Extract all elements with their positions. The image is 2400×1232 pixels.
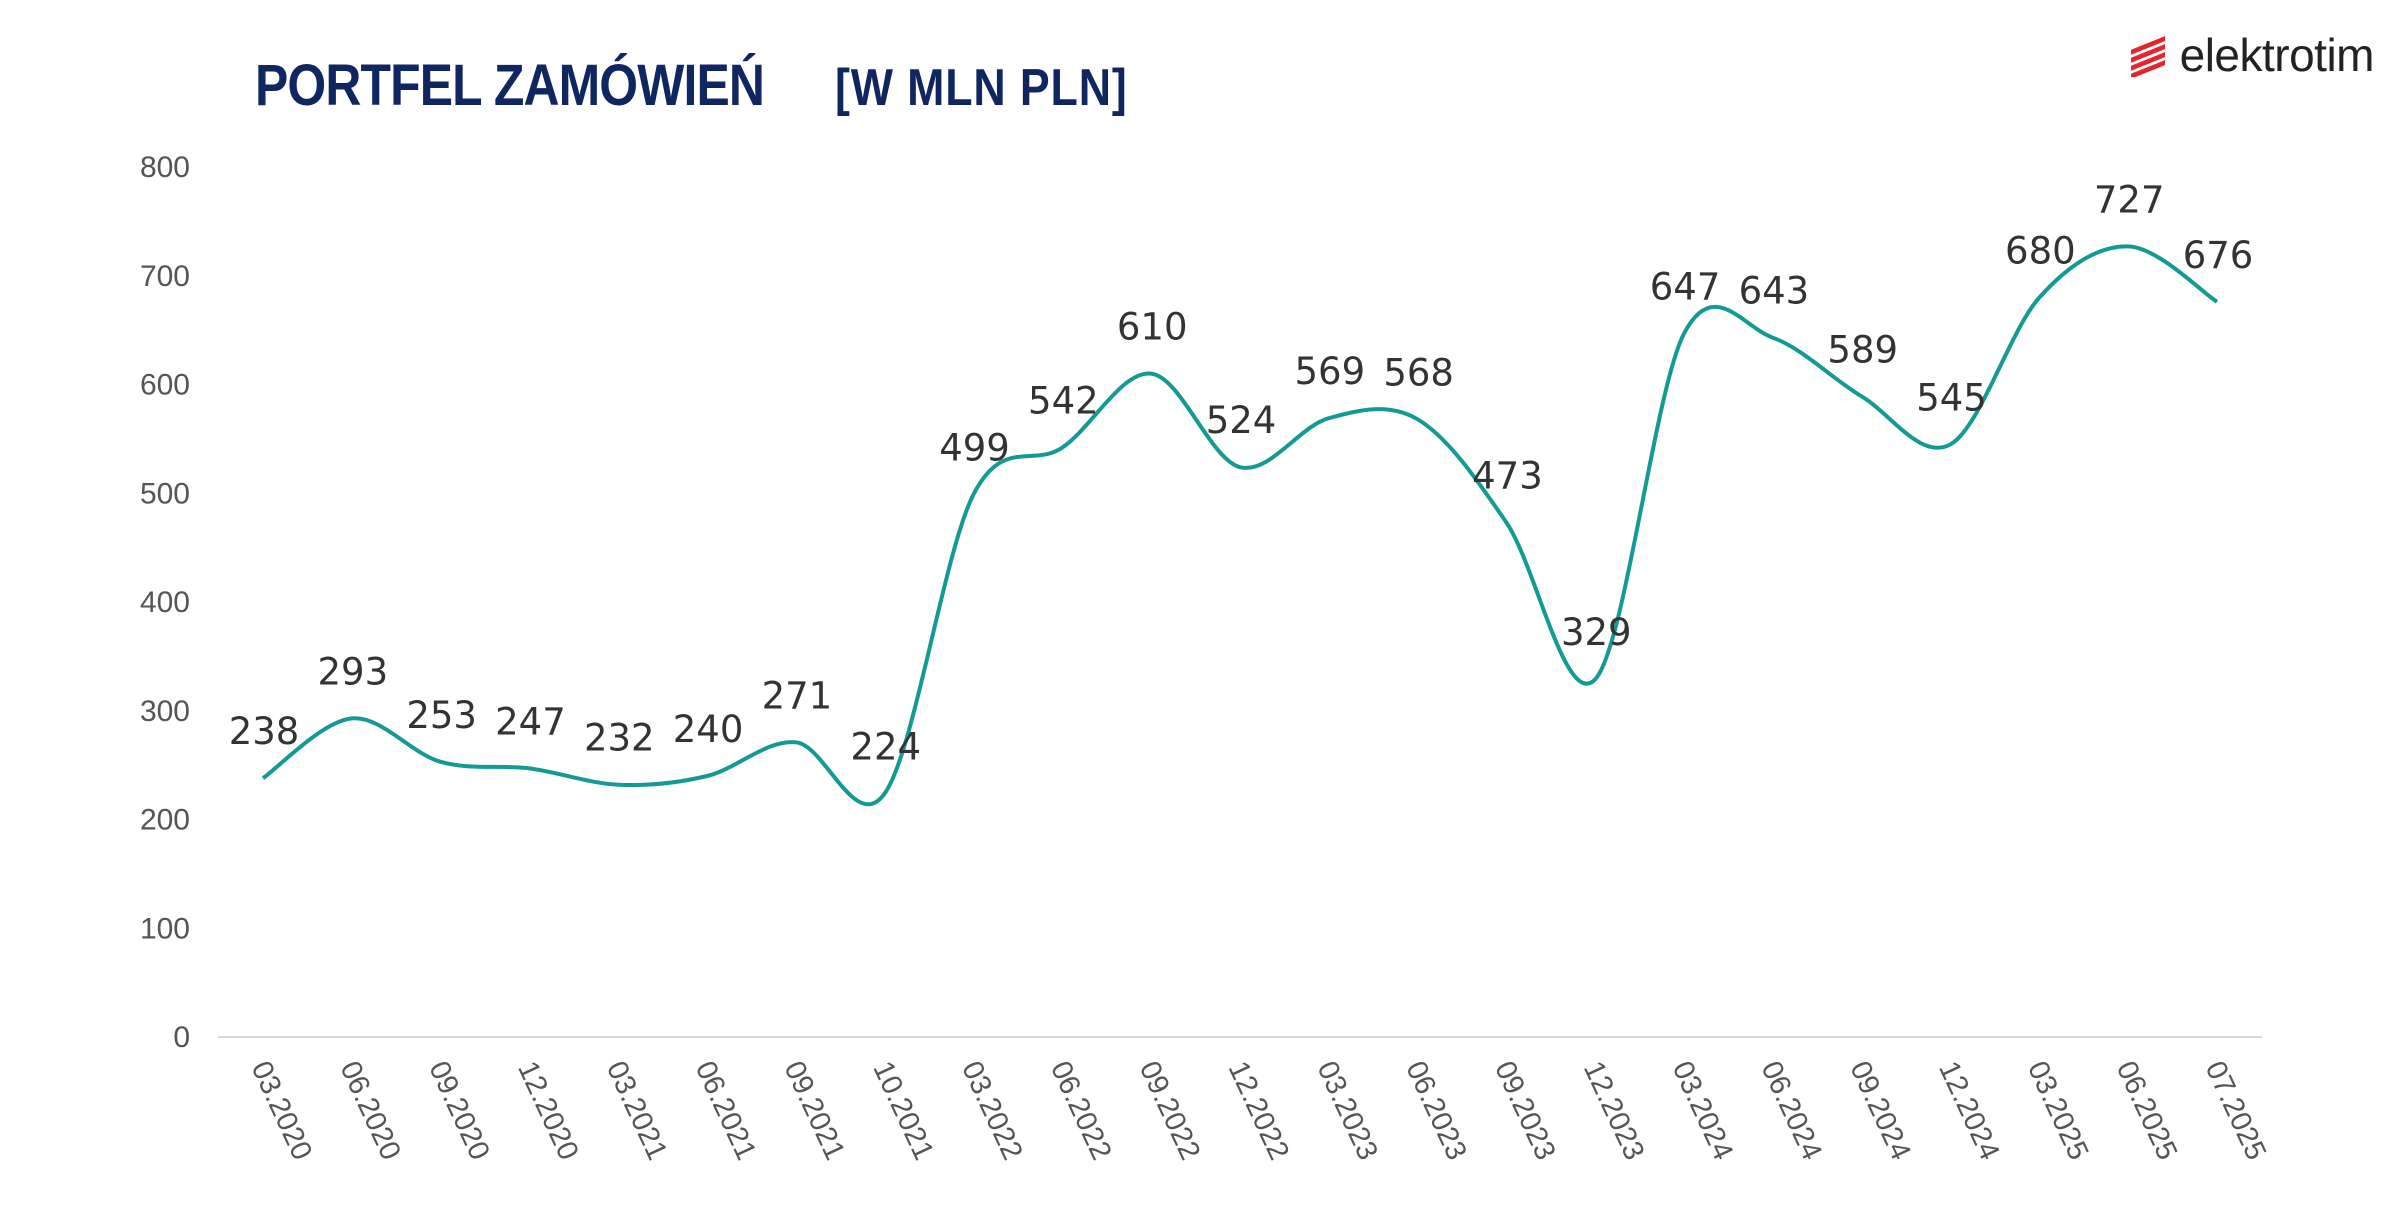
data-label: 676 [2183,234,2254,277]
x-axis: 03.2020 06.2020 09.2020 12.2020 03.2021 06.20… [245,1056,2272,1165]
y-tick-label: 0 [173,1021,190,1054]
x-tick-label: 03.2025 [2021,1056,2094,1165]
data-label: 238 [229,710,300,753]
data-label: 247 [495,700,566,743]
elektrotim-logo: elektrotim [2128,28,2375,82]
x-tick-label: 06.2025 [2110,1056,2183,1165]
data-label: 240 [673,708,744,751]
y-axis: 0 100 200 300 400 500 600 700 800 [140,151,190,1054]
data-label: 569 [1295,350,1366,393]
x-tick-label: 03.2023 [1310,1056,1383,1165]
y-tick-label: 500 [140,477,190,510]
y-tick-label: 200 [140,804,190,837]
chart-title-group: PORTFEL ZAMÓWIEŃ [W MLN PLN] [255,52,1175,119]
x-tick-label: 09.2020 [422,1056,495,1165]
x-tick-label: 09.2024 [1843,1056,1916,1165]
x-tick-label: 06.2021 [689,1056,762,1165]
data-label: 293 [318,650,389,693]
x-tick-label: 09.2023 [1488,1056,1561,1165]
series-line [261,244,2219,807]
x-tick-label: 10.2021 [866,1056,939,1165]
data-label: 499 [939,426,1010,469]
logo-text: elektrotim [2179,29,2375,81]
data-label: 589 [1827,328,1898,371]
x-tick-label: 06.2023 [1399,1056,1472,1165]
x-tick-label: 07.2025 [2199,1056,2272,1165]
x-tick-label: 06.2024 [1755,1056,1828,1165]
y-tick-label: 100 [140,912,190,945]
x-tick-label: 09.2022 [1133,1056,1206,1165]
data-label: 545 [1916,376,1987,419]
x-tick-label: 06.2020 [333,1056,406,1165]
data-label: 568 [1383,351,1454,394]
x-tick-label: 12.2020 [511,1056,584,1165]
data-label: 542 [1028,380,1099,423]
data-labels: 238 293 253 247 232 240 271 224 499 542 610 524 569 5… [229,178,2254,768]
elektrotim-logo-icon [2130,36,2165,77]
x-tick-label: 06.2022 [1044,1056,1117,1165]
y-tick-label: 600 [140,369,190,402]
data-label: 232 [584,717,655,760]
y-tick-label: 800 [140,151,190,184]
data-label: 271 [762,674,833,717]
data-label: 610 [1117,306,1188,349]
data-label: 253 [406,694,477,737]
x-tick-label: 09.2021 [778,1056,851,1165]
x-tick-label: 03.2022 [955,1056,1028,1165]
data-label: 643 [1739,270,1810,313]
x-tick-label: 12.2024 [1932,1056,2005,1165]
y-tick-label: 700 [140,260,190,293]
chart-unit: [W MLN PLN] [834,59,1128,117]
x-tick-label: 03.2024 [1666,1056,1739,1165]
y-tick-label: 400 [140,586,190,619]
data-label: 680 [2005,230,2076,273]
data-label: 473 [1472,455,1543,498]
data-label: 329 [1561,611,1632,654]
x-tick-label: 12.2023 [1577,1056,1650,1165]
x-tick-label: 03.2021 [600,1056,673,1165]
data-label: 727 [2094,178,2165,221]
data-label: 524 [1206,399,1277,442]
data-label: 647 [1650,265,1721,308]
data-label: 224 [850,725,921,768]
y-tick-label: 300 [140,695,190,728]
x-tick-label: 12.2022 [1222,1056,1295,1165]
x-tick-label: 03.2020 [245,1056,318,1165]
chart-title: PORTFEL ZAMÓWIEŃ [255,53,765,118]
